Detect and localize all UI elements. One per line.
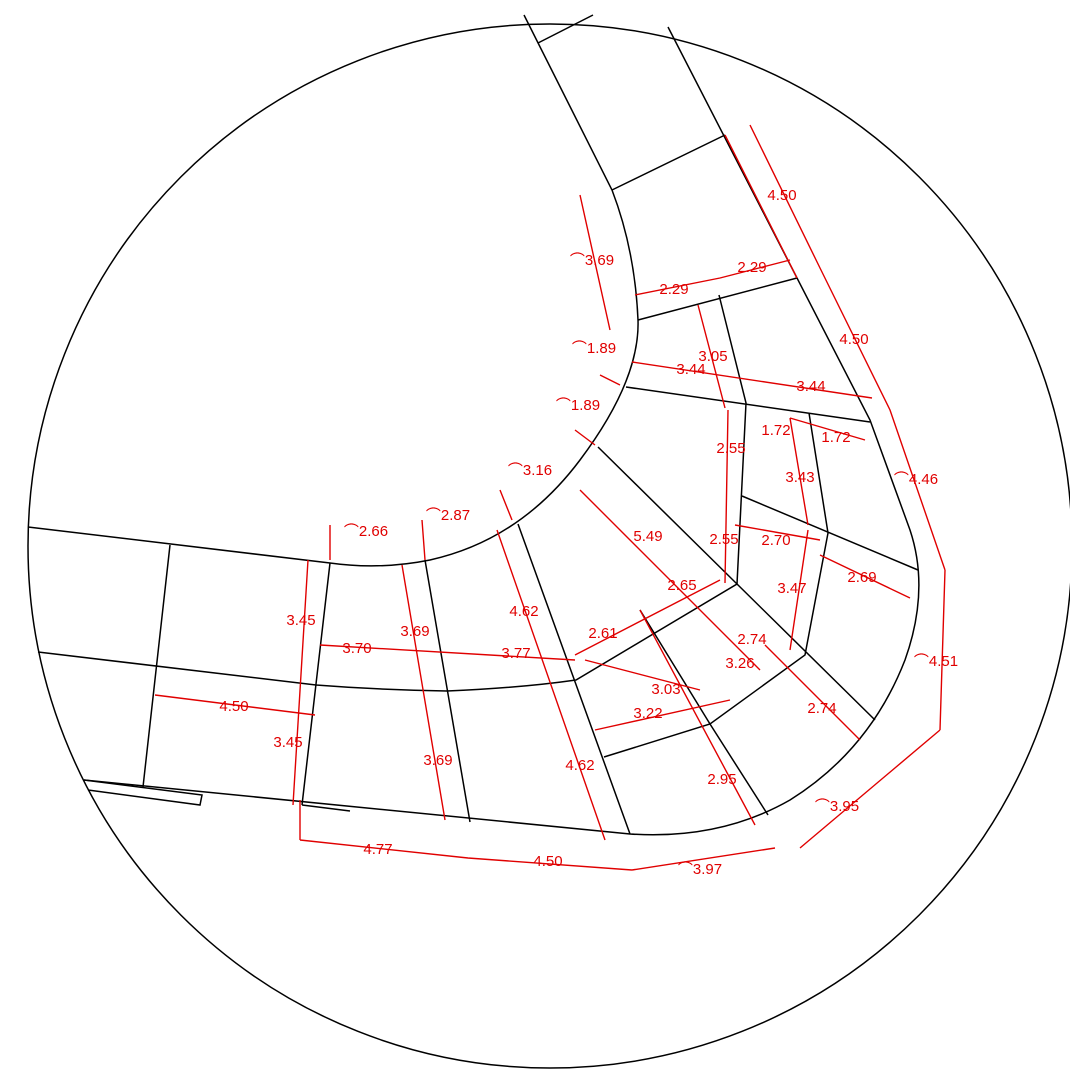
dimension-label: 2.74: [737, 631, 766, 648]
outer-edge: [84, 27, 919, 835]
dimension-label: 3.45: [273, 734, 302, 751]
dimension-label: 5.49: [633, 528, 662, 545]
dimension-label: ⌒3.97: [678, 861, 722, 878]
dimension-label: 3.45: [286, 612, 315, 629]
dimension-label: 4.50: [839, 331, 868, 348]
dimension-label: 3.03: [651, 681, 680, 698]
dimension-label: 3.26: [725, 655, 754, 672]
dimension-label: 1.72: [761, 422, 790, 439]
drawing: 4.50 ⌒3.69 2.29 2.29 4.50 ⌒1.89 3.05 3.4…: [0, 0, 1070, 1079]
dimension-label: ⌒3.16: [508, 462, 552, 479]
edge: [538, 15, 593, 43]
dimension-label: 2.29: [659, 281, 688, 298]
dimension-label: ⌒2.66: [344, 523, 388, 540]
dimension-label: 2.29: [737, 259, 766, 276]
dimension-label: 4.77: [363, 841, 392, 858]
geometry: [28, 15, 1070, 1068]
dimension-label: ⌒1.89: [556, 397, 600, 414]
dimension-label: 2.95: [707, 771, 736, 788]
dimension-lines: [155, 125, 945, 870]
dimension-label: 4.50: [219, 698, 248, 715]
dimension-label: 1.72: [821, 429, 850, 446]
dimension-label: 2.61: [588, 625, 617, 642]
dimension-label: ⌒1.89: [572, 340, 616, 357]
dimension-label: 3.47: [777, 580, 806, 597]
dimension-label: 2.55: [716, 440, 745, 457]
dimension-label: ⌒2.87: [426, 507, 470, 524]
dimension-label: 3.77: [501, 645, 530, 662]
dimension-label: 3.70: [342, 640, 371, 657]
dimension-label: ⌒3.95: [815, 798, 859, 815]
dimension-label: 3.44: [796, 378, 825, 395]
dimension-label: 2.69: [847, 569, 876, 586]
inner-edge: [28, 15, 638, 566]
dimension-line-set: [155, 125, 945, 870]
dimension-label: ⌒4.51: [914, 653, 958, 670]
dimension-label: 2.65: [667, 577, 696, 594]
dimension-label: 2.70: [761, 532, 790, 549]
dimension-label: 4.50: [533, 853, 562, 870]
dimension-label: 3.44: [676, 361, 705, 378]
dimension-label: ⌒3.69: [570, 252, 614, 269]
dimension-label: 2.55: [709, 531, 738, 548]
dimension-label: 3.69: [400, 623, 429, 640]
dimension-label: 3.22: [633, 705, 662, 722]
dimension-label: 2.74: [807, 700, 836, 717]
middle-line: [38, 295, 746, 691]
dimension-label: 3.43: [785, 469, 814, 486]
dimension-label: 4.62: [509, 603, 538, 620]
dimension-label: 3.69: [423, 752, 452, 769]
dimension-label: 4.50: [767, 187, 796, 204]
dimension-label: 4.62: [565, 757, 594, 774]
dimension-label: ⌒4.46: [894, 471, 938, 488]
